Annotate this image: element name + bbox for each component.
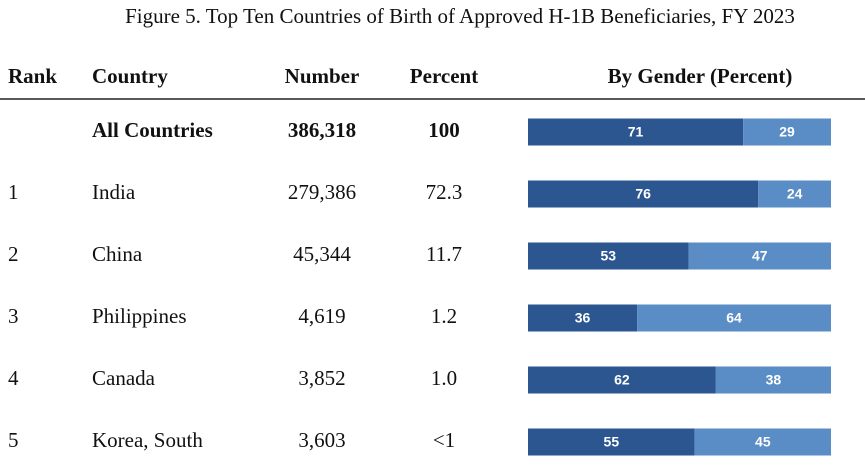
gender-bar xyxy=(637,304,831,332)
rank: 5 xyxy=(8,428,19,452)
country: All Countries xyxy=(92,118,213,142)
rank: 2 xyxy=(8,242,19,266)
number: 45,344 xyxy=(293,242,351,266)
gender-bar xyxy=(528,242,689,270)
gender-bar xyxy=(528,304,638,332)
percent: 11.7 xyxy=(426,242,462,266)
gender-bar xyxy=(715,366,831,394)
rank: 3 xyxy=(8,304,19,328)
percent: 1.2 xyxy=(431,304,457,328)
rank: 4 xyxy=(8,366,19,390)
gender-bar xyxy=(758,180,831,208)
number: 4,619 xyxy=(298,304,345,328)
gender-label: 71 xyxy=(628,124,644,140)
gender-bar xyxy=(743,118,831,146)
number: 279,386 xyxy=(288,180,356,204)
rank: 1 xyxy=(8,180,19,204)
gender-label: 62 xyxy=(614,372,630,388)
percent: 72.3 xyxy=(426,180,463,204)
figure-title: Figure 5. Top Ten Countries of Birth of … xyxy=(125,4,795,28)
country: China xyxy=(92,242,143,266)
gender-label: 55 xyxy=(604,434,620,450)
gender-bar xyxy=(528,428,695,456)
header: Number xyxy=(285,64,360,88)
gender-label: 64 xyxy=(726,310,742,326)
gender-bar xyxy=(528,118,744,146)
percent: 100 xyxy=(428,118,460,142)
gender-label: 45 xyxy=(755,434,771,450)
country: Philippines xyxy=(92,304,187,328)
number: 386,318 xyxy=(288,118,356,142)
gender-label: 24 xyxy=(787,186,803,202)
percent: <1 xyxy=(433,428,455,452)
country: Korea, South xyxy=(92,428,203,452)
percent: 1.0 xyxy=(431,366,457,390)
gender-label: 38 xyxy=(766,372,782,388)
gender-bar xyxy=(528,180,759,208)
gender-label: 36 xyxy=(575,310,591,326)
gender-label: 29 xyxy=(779,124,795,140)
header: Country xyxy=(92,64,168,88)
header: By Gender (Percent) xyxy=(608,64,793,88)
gender-bar xyxy=(528,366,716,394)
gender-label: 47 xyxy=(752,248,768,264)
gender-bar xyxy=(688,242,831,270)
gender-bar xyxy=(694,428,831,456)
header: Rank xyxy=(8,64,57,88)
country: India xyxy=(92,180,136,204)
header: Percent xyxy=(410,64,478,88)
gender-label: 76 xyxy=(635,186,651,202)
number: 3,603 xyxy=(298,428,345,452)
country: Canada xyxy=(92,366,156,390)
gender-label: 53 xyxy=(601,248,617,264)
number: 3,852 xyxy=(298,366,345,390)
